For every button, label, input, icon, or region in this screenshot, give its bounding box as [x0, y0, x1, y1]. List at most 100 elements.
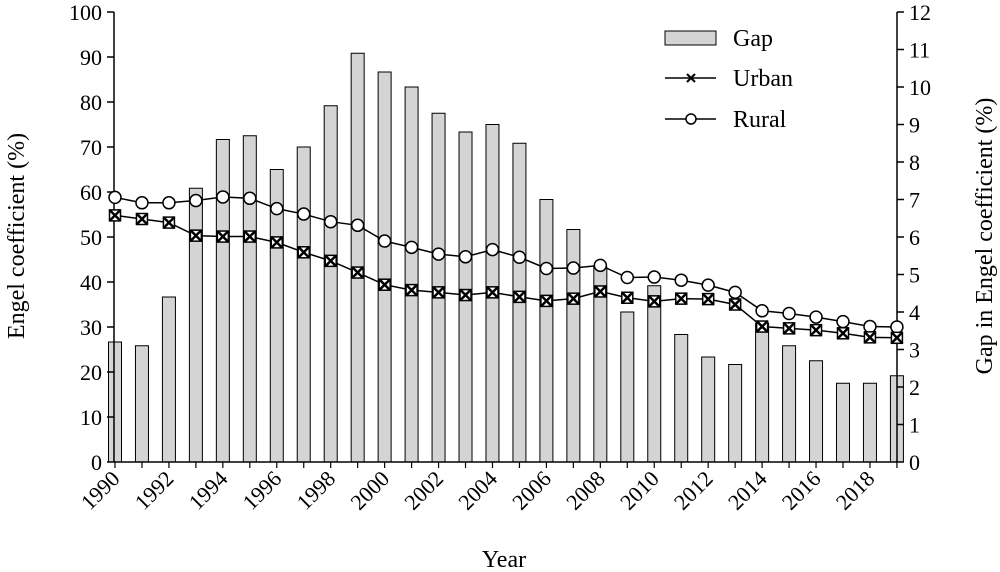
gap-bar-2013: [728, 364, 743, 463]
left-tick-label-100: 100: [69, 0, 102, 25]
urban-point-2011: [674, 292, 688, 306]
gap-bar-1992: [161, 296, 176, 463]
urban-point-2014: [755, 320, 769, 333]
urban-point-1994: [216, 230, 230, 243]
x-tick-label-1994: 1994: [184, 466, 233, 515]
gap-bar-1999: [350, 52, 365, 463]
legend-urban-marker: [686, 73, 696, 83]
right-tick-label-2: 2: [909, 375, 920, 400]
x-tick-label-1992: 1992: [130, 466, 179, 515]
gap-bar-2015: [782, 345, 797, 463]
right-tick-label-4: 4: [909, 300, 920, 325]
x-tick-label-2014: 2014: [723, 466, 772, 515]
urban-point-2015: [782, 321, 796, 335]
x-tick-label-2002: 2002: [399, 466, 448, 515]
gap-bar-1993: [188, 187, 203, 463]
left-tick-label-40: 40: [80, 270, 102, 295]
left-tick-label-90: 90: [80, 45, 102, 70]
rural-point-2003: [458, 250, 473, 264]
rural-point-2011: [674, 273, 688, 287]
x-tick-label-1990: 1990: [76, 466, 125, 515]
x-tick-label-1996: 1996: [238, 466, 287, 515]
x-tick-label-2006: 2006: [507, 466, 556, 515]
x-tick-label-2010: 2010: [615, 466, 664, 515]
gap-bar-1998: [323, 105, 338, 463]
rural-point-2014: [755, 304, 769, 318]
x-tick-label-2012: 2012: [669, 466, 718, 515]
right-tick-label-1: 1: [909, 413, 920, 438]
urban-point-1990: [108, 209, 122, 222]
urban-point-1993: [189, 229, 203, 243]
urban-point-2002: [432, 285, 445, 299]
gap-bar-2009: [620, 311, 635, 463]
rural-point-2017: [836, 314, 850, 329]
rural-point-1995: [243, 191, 257, 206]
rural-point-2010: [647, 270, 662, 284]
right-tick-label-6: 6: [909, 225, 920, 250]
gap-bar-1997: [296, 146, 311, 463]
urban-point-1997: [297, 245, 311, 259]
rural-point-1999: [350, 218, 365, 233]
rural-point-2013: [728, 285, 742, 300]
rural-point-1990: [108, 190, 122, 205]
left-axis-title: Engel coefficient (%): [4, 133, 30, 339]
x-tick-label-2000: 2000: [345, 466, 394, 515]
urban-line: [114, 214, 897, 339]
rural-point-2018: [863, 319, 877, 334]
left-tick-label-10: 10: [80, 405, 102, 430]
x-tick-label-2008: 2008: [561, 466, 610, 515]
urban-point-2001: [405, 283, 418, 297]
rural-point-1997: [296, 207, 311, 221]
rural-point-2008: [593, 258, 608, 273]
urban-point-2004: [486, 285, 499, 299]
x-tick-label-2004: 2004: [453, 466, 502, 515]
rural-point-2004: [485, 242, 500, 257]
rural-point-2009: [620, 270, 635, 285]
urban-point-2009: [620, 291, 634, 305]
rural-point-2019: [890, 320, 904, 334]
left-tick-label-50: 50: [80, 225, 102, 250]
urban-point-1995: [243, 230, 257, 243]
gap-bar-2014: [755, 322, 770, 463]
rural-point-1993: [189, 193, 203, 208]
series-lines: [108, 190, 904, 345]
urban-point-2017: [836, 326, 850, 340]
urban-point-2010: [647, 294, 661, 308]
legend-rural-marker: [685, 113, 697, 125]
x-tick-label-2018: 2018: [831, 466, 880, 515]
rural-point-2015: [782, 306, 796, 321]
x-tick-label-2016: 2016: [777, 466, 826, 515]
urban-point-2019: [890, 331, 904, 345]
urban-point-2013: [728, 298, 742, 311]
urban-point-2018: [863, 330, 877, 344]
rural-point-1994: [216, 190, 230, 204]
right-tick-label-3: 3: [909, 338, 920, 363]
rural-point-2005: [512, 250, 527, 264]
rural-point-2000: [377, 234, 392, 248]
left-tick-label-20: 20: [80, 360, 102, 385]
urban-point-1992: [162, 216, 176, 229]
right-tick-label-5: 5: [909, 263, 920, 288]
urban-point-2016: [809, 323, 823, 337]
legend-rural-label: Rural: [733, 107, 787, 133]
rural-point-1998: [323, 214, 338, 229]
right-tick-label-11: 11: [909, 38, 930, 63]
legend: Gap Urban Rural: [664, 26, 793, 133]
left-tick-label-60: 60: [80, 180, 102, 205]
rural-point-1991: [135, 196, 149, 210]
right-tick-label-10: 10: [909, 75, 931, 100]
urban-point-1991: [135, 212, 149, 226]
rural-point-1992: [162, 196, 176, 210]
x-axis-title: Year: [482, 547, 526, 572]
x-tick-label-1998: 1998: [291, 466, 340, 515]
legend-urban-label: Urban: [733, 66, 793, 92]
urban-point-2003: [459, 288, 472, 302]
rural-point-2006: [539, 261, 554, 276]
rural-point-2012: [701, 278, 715, 292]
urban-point-2007: [566, 292, 580, 306]
rural-line: [114, 196, 897, 328]
rural-point-2002: [431, 247, 446, 261]
gap-bar-2001: [404, 86, 419, 463]
urban-point-1999: [351, 266, 365, 279]
